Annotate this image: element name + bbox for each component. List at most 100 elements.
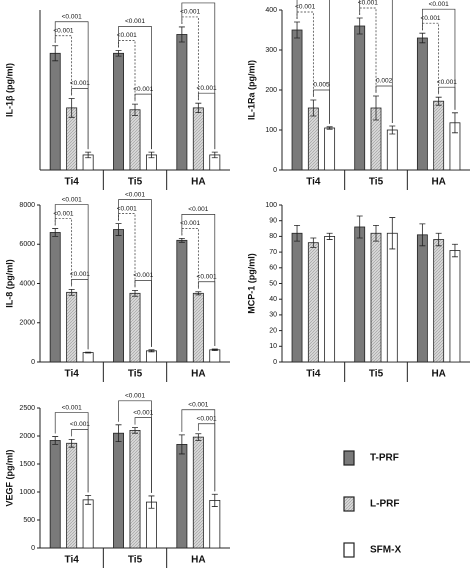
error-bar xyxy=(52,45,59,62)
y-tick-label: 2000 xyxy=(19,320,35,327)
significance-label: <0.001 xyxy=(358,0,378,7)
significance-bracket xyxy=(71,279,89,350)
y-tick-label: 100 xyxy=(265,202,277,209)
bar xyxy=(192,107,204,171)
panel: IL-1Ra (pg/ml) 0 100 200 300 400 Ti4 Ti5 HA <0.00… xyxy=(246,0,470,190)
significance-label: <0.001 xyxy=(70,271,90,278)
x-tick-label: HA xyxy=(191,369,205,380)
bar xyxy=(145,350,157,363)
significance-label: <0.001 xyxy=(180,220,200,227)
bar xyxy=(176,443,188,549)
x-tick-label: Ti5 xyxy=(128,555,143,566)
error-bar xyxy=(419,32,426,44)
legend: T-PRF L-PRF SFM-X xyxy=(343,450,401,558)
error-bar xyxy=(178,434,185,455)
error-bar xyxy=(148,495,155,509)
error-bar xyxy=(435,96,442,106)
error-bar xyxy=(68,438,75,448)
error-bar xyxy=(68,288,75,296)
bar xyxy=(176,34,188,171)
error-bar xyxy=(115,50,122,57)
error-bar xyxy=(211,348,218,352)
significance-bracket xyxy=(181,2,216,150)
significance-label: <0.001 xyxy=(62,404,82,411)
significance-bracket xyxy=(134,417,152,493)
x-tick-label: Ti4 xyxy=(306,369,321,380)
y-tick-label: 10 xyxy=(269,343,277,350)
x-tick-label: Ti5 xyxy=(128,369,143,380)
error-bar xyxy=(52,228,59,237)
significance-label: 0.002 xyxy=(376,78,393,85)
bar xyxy=(416,37,428,171)
bar xyxy=(192,436,204,549)
significance-label: <0.001 xyxy=(117,205,137,212)
error-bar xyxy=(195,291,202,296)
bar xyxy=(449,250,461,363)
significance-label: <0.001 xyxy=(117,32,137,39)
y-tick-label: 20 xyxy=(269,327,277,334)
y-tick-label: 60 xyxy=(269,265,277,272)
bar xyxy=(176,239,188,363)
y-axis-label: VEGF (pg/ml) xyxy=(4,450,14,507)
significance-bracket xyxy=(71,88,89,150)
legend-label: T-PRF xyxy=(370,453,399,464)
panel: IL-1β (pg/ml) Ti4 Ti5 HA <0.001 <0.001 <0.001 <… xyxy=(4,0,230,190)
error-bar xyxy=(419,223,426,247)
bar xyxy=(145,501,157,549)
bar xyxy=(354,226,366,363)
bar xyxy=(386,129,398,171)
significance-label: <0.001 xyxy=(53,27,73,34)
error-bar xyxy=(85,351,92,354)
bar xyxy=(82,499,94,549)
legend-swatch xyxy=(343,496,355,512)
legend-label: SFM-X xyxy=(370,545,401,556)
y-tick-label: 80 xyxy=(269,233,277,240)
y-tick-label: 70 xyxy=(269,249,277,256)
error-bar xyxy=(68,98,75,118)
significance-bracket xyxy=(312,89,330,124)
panel: VEGF (pg/ml) 0 500 1000 1500 2000 2500 Ti4 Ti5 HA… xyxy=(4,393,230,568)
significance-bracket xyxy=(197,281,216,347)
error-bar xyxy=(132,289,138,297)
significance-bracket xyxy=(375,85,393,123)
significance-bracket xyxy=(134,280,152,347)
y-tick-label: 2500 xyxy=(19,405,35,412)
y-tick-label: 0 xyxy=(31,359,35,366)
y-tick-label: 4000 xyxy=(19,280,35,287)
error-bar xyxy=(52,436,59,445)
error-bar xyxy=(85,151,92,159)
bar xyxy=(129,429,141,549)
x-tick-label: HA xyxy=(191,177,205,188)
bar xyxy=(66,442,78,549)
error-bar xyxy=(451,112,458,134)
bar xyxy=(291,232,303,363)
error-bar xyxy=(195,102,202,113)
bar xyxy=(433,100,445,171)
significance-label: <0.001 xyxy=(62,13,82,20)
significance-label: <0.001 xyxy=(188,0,208,2)
y-tick-label: 1500 xyxy=(19,461,35,468)
error-bar xyxy=(148,151,155,159)
significance-bracket xyxy=(296,0,330,124)
x-tick-label: Ti4 xyxy=(306,177,321,188)
bar xyxy=(324,235,336,363)
significance-bracket xyxy=(197,92,216,150)
y-tick-label: 8000 xyxy=(19,202,35,209)
error-bar xyxy=(310,99,317,117)
y-tick-label: 50 xyxy=(269,280,277,287)
significance-label: <0.001 xyxy=(197,85,217,92)
significance-label: 0.005 xyxy=(313,82,330,89)
bar xyxy=(113,432,125,549)
x-tick-label: Ti4 xyxy=(65,555,80,566)
y-tick-label: 500 xyxy=(23,517,35,524)
y-tick-label: 30 xyxy=(269,312,277,319)
significance-bracket xyxy=(359,0,393,123)
significance-label: <0.001 xyxy=(197,415,217,422)
x-tick-label: Ti4 xyxy=(65,369,80,380)
significance-bracket xyxy=(181,214,216,347)
bar xyxy=(209,349,221,363)
error-bar xyxy=(451,243,458,258)
error-bar xyxy=(356,215,363,239)
x-tick-label: Ti4 xyxy=(65,177,80,188)
